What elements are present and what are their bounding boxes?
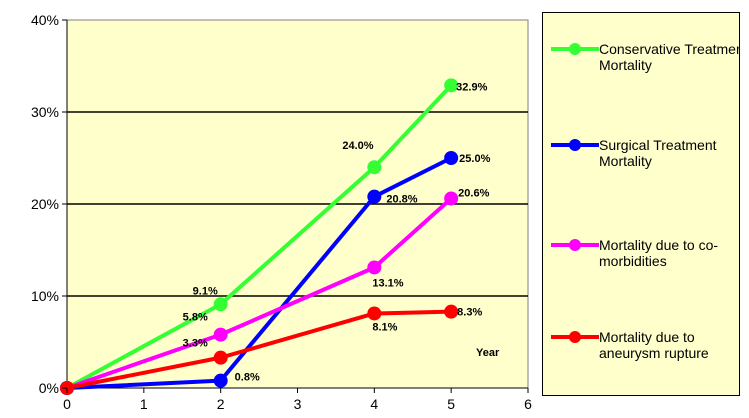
data-point [444, 78, 459, 93]
data-point [213, 327, 228, 342]
data-point [367, 306, 382, 321]
data-label: 5.8% [183, 312, 208, 324]
legend-marker [569, 331, 581, 343]
data-label: 25.0% [459, 153, 490, 165]
y-tick-label: 0% [39, 380, 59, 396]
data-label: 0.8% [235, 372, 260, 384]
x-tick-label: 4 [370, 396, 378, 412]
y-tick-label: 30% [31, 104, 59, 120]
legend-label: Surgical Treatment Mortality [599, 137, 717, 169]
line-chart: 9.1% 24.0% 32.9% 0.8% 20.8% 25.0% 5.8% 13.1% 20.… [31, 12, 532, 412]
series-line-3 [66, 196, 453, 390]
x-tick-label: 5 [447, 396, 455, 412]
legend-label: Conservative Treatment Mortality [599, 41, 740, 73]
data-point [213, 350, 228, 365]
legend-label: Mortality due to aneurysm rupture [599, 329, 709, 361]
y-tick-label: 20% [31, 196, 59, 212]
x-tick-label: 0 [63, 396, 71, 412]
y-tick-label: 40% [31, 12, 59, 28]
y-tick-label: 10% [31, 288, 59, 304]
data-label: 8.1% [372, 321, 397, 333]
data-point [367, 160, 382, 175]
data-point [444, 304, 459, 319]
data-point [213, 297, 228, 312]
series-line-1 [66, 83, 453, 390]
legend-marker [569, 139, 581, 151]
data-point [444, 191, 459, 206]
data-point [213, 373, 228, 388]
data-label: 9.1% [193, 285, 218, 297]
legend: Conservative Treatment Mortality Surgical… [542, 12, 740, 396]
series-line-4 [66, 309, 452, 390]
x-axis-label: Year [476, 347, 500, 359]
x-tick-label: 6 [524, 396, 532, 412]
data-label: 3.3% [183, 338, 208, 350]
data-point [367, 260, 382, 275]
data-label: 32.9% [456, 81, 487, 93]
data-label: 13.1% [372, 277, 403, 289]
series-line-2 [66, 156, 453, 390]
data-label: 24.0% [342, 140, 373, 152]
x-tick-label: 3 [294, 396, 302, 412]
data-label: 8.3% [457, 307, 482, 319]
data-label: 20.6% [458, 187, 489, 199]
x-tick-label: 1 [140, 396, 148, 412]
data-point [367, 189, 382, 204]
data-point [444, 151, 459, 165]
legend-label: Mortality due to co-morbidities [599, 237, 719, 269]
x-tick-label: 2 [217, 396, 225, 412]
legend-marker [569, 43, 581, 55]
legend-marker [569, 239, 581, 251]
data-label: 20.8% [386, 194, 417, 206]
